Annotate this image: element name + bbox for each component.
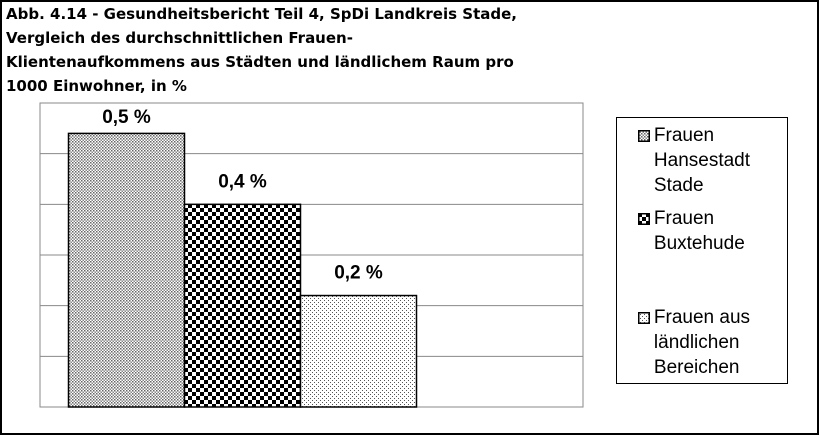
- legend-entry: Frauen aus ländlichen Bereichen: [638, 305, 778, 380]
- legend-swatch: [638, 130, 650, 142]
- legend: [616, 117, 788, 384]
- bar: [299, 294, 418, 408]
- legend-label: Frauen aus ländlichen Bereichen: [653, 307, 751, 378]
- legend-swatch-rect: [638, 312, 650, 324]
- bar: [183, 203, 302, 408]
- legend-swatch-rect: [638, 213, 650, 225]
- legend-label: Frauen Hansestadt Stade: [653, 125, 751, 196]
- data-label: 0,4 %: [218, 171, 267, 192]
- legend-entry: Frauen Hansestadt Stade: [638, 123, 778, 198]
- bar: [67, 132, 186, 408]
- chart-title: Abb. 4.14 - Gesundheitsbericht Teil 4, S…: [6, 5, 517, 95]
- legend-swatch: [638, 312, 650, 324]
- data-label: 0,2 %: [334, 263, 383, 284]
- legend-swatch: [638, 213, 650, 225]
- data-label: 0,5 %: [102, 107, 151, 128]
- legend-entry: Frauen Buxtehude: [638, 206, 778, 256]
- legend-label: Frauen Buxtehude: [653, 208, 745, 254]
- legend-swatch-rect: [638, 130, 650, 142]
